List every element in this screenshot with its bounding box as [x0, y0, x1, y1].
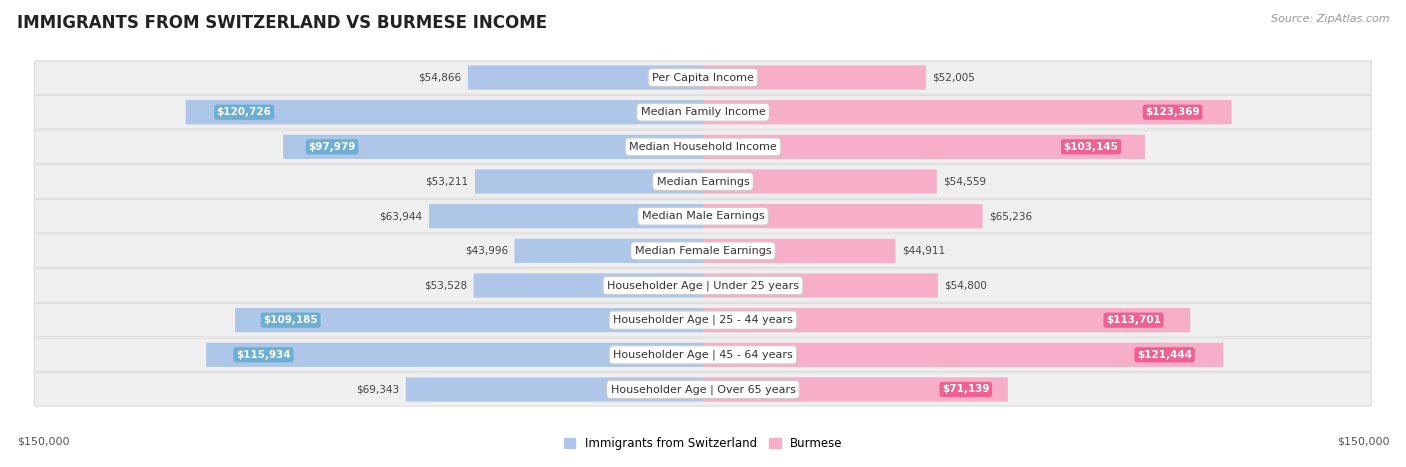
Text: Householder Age | 45 - 64 years: Householder Age | 45 - 64 years: [613, 350, 793, 360]
Text: Median Family Income: Median Family Income: [641, 107, 765, 117]
FancyBboxPatch shape: [703, 273, 938, 297]
FancyBboxPatch shape: [703, 343, 1223, 367]
FancyBboxPatch shape: [703, 100, 1232, 124]
Text: IMMIGRANTS FROM SWITZERLAND VS BURMESE INCOME: IMMIGRANTS FROM SWITZERLAND VS BURMESE I…: [17, 14, 547, 32]
FancyBboxPatch shape: [35, 96, 1371, 129]
Text: $115,934: $115,934: [236, 350, 291, 360]
FancyBboxPatch shape: [475, 170, 703, 194]
FancyBboxPatch shape: [468, 65, 703, 90]
Text: $97,979: $97,979: [308, 142, 356, 152]
Text: $109,185: $109,185: [263, 315, 318, 325]
FancyBboxPatch shape: [35, 338, 1371, 371]
Text: $54,559: $54,559: [943, 177, 987, 186]
Text: $53,211: $53,211: [426, 177, 468, 186]
Text: $120,726: $120,726: [217, 107, 271, 117]
Text: $63,944: $63,944: [380, 211, 423, 221]
Text: Median Male Earnings: Median Male Earnings: [641, 211, 765, 221]
Legend: Immigrants from Switzerland, Burmese: Immigrants from Switzerland, Burmese: [558, 432, 848, 455]
FancyBboxPatch shape: [35, 165, 1371, 198]
FancyBboxPatch shape: [283, 134, 703, 159]
Text: $150,000: $150,000: [1337, 436, 1389, 446]
Text: $53,528: $53,528: [425, 281, 467, 290]
Text: Householder Age | Under 25 years: Householder Age | Under 25 years: [607, 280, 799, 291]
FancyBboxPatch shape: [406, 377, 703, 402]
FancyBboxPatch shape: [235, 308, 703, 333]
FancyBboxPatch shape: [703, 134, 1144, 159]
FancyBboxPatch shape: [35, 373, 1371, 406]
Text: Source: ZipAtlas.com: Source: ZipAtlas.com: [1271, 14, 1389, 24]
Text: Median Household Income: Median Household Income: [628, 142, 778, 152]
FancyBboxPatch shape: [703, 204, 983, 228]
FancyBboxPatch shape: [186, 100, 703, 124]
Text: $54,866: $54,866: [419, 72, 461, 83]
Text: $71,139: $71,139: [942, 384, 990, 395]
FancyBboxPatch shape: [35, 130, 1371, 163]
FancyBboxPatch shape: [703, 170, 936, 194]
Text: $54,800: $54,800: [945, 281, 987, 290]
Text: $43,996: $43,996: [465, 246, 508, 256]
FancyBboxPatch shape: [429, 204, 703, 228]
FancyBboxPatch shape: [703, 239, 896, 263]
FancyBboxPatch shape: [703, 65, 925, 90]
FancyBboxPatch shape: [703, 308, 1191, 333]
FancyBboxPatch shape: [207, 343, 703, 367]
FancyBboxPatch shape: [35, 234, 1371, 268]
Text: Median Female Earnings: Median Female Earnings: [634, 246, 772, 256]
Text: Householder Age | Over 65 years: Householder Age | Over 65 years: [610, 384, 796, 395]
Text: $69,343: $69,343: [356, 384, 399, 395]
Text: Per Capita Income: Per Capita Income: [652, 72, 754, 83]
FancyBboxPatch shape: [35, 304, 1371, 337]
FancyBboxPatch shape: [35, 61, 1371, 94]
FancyBboxPatch shape: [474, 273, 703, 297]
Text: $103,145: $103,145: [1063, 142, 1118, 152]
Text: $150,000: $150,000: [17, 436, 69, 446]
Text: $121,444: $121,444: [1137, 350, 1192, 360]
FancyBboxPatch shape: [35, 269, 1371, 302]
Text: $65,236: $65,236: [988, 211, 1032, 221]
FancyBboxPatch shape: [703, 377, 1008, 402]
Text: $123,369: $123,369: [1146, 107, 1199, 117]
Text: Householder Age | 25 - 44 years: Householder Age | 25 - 44 years: [613, 315, 793, 325]
Text: $52,005: $52,005: [932, 72, 976, 83]
Text: Median Earnings: Median Earnings: [657, 177, 749, 186]
Text: $44,911: $44,911: [901, 246, 945, 256]
FancyBboxPatch shape: [515, 239, 703, 263]
FancyBboxPatch shape: [35, 199, 1371, 233]
Text: $113,701: $113,701: [1107, 315, 1161, 325]
